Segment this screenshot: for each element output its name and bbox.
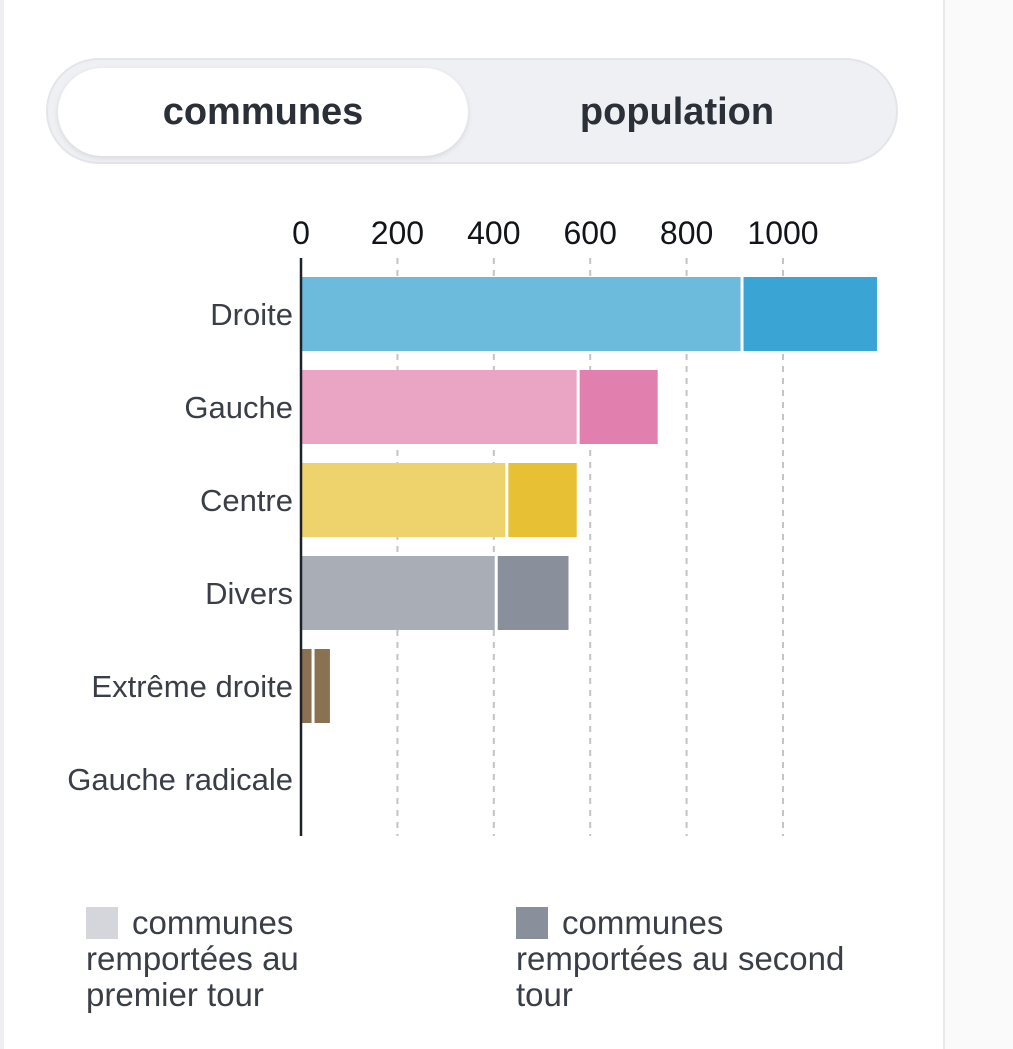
legend-label-second-tour: communes remportées au second tour	[516, 904, 845, 1013]
card-border-right	[943, 0, 945, 1049]
bar-second-tour	[496, 556, 569, 630]
category-label: Divers	[205, 576, 293, 611]
bar-premier-tour	[301, 463, 507, 537]
legend-item-premier-tour: communes remportées au premier tour	[86, 905, 416, 1013]
bar-premier-tour	[301, 649, 314, 723]
category-label: Gauche	[184, 390, 293, 425]
bar-premier-tour	[301, 556, 497, 630]
legend-label-premier-tour: communes remportées au premier tour	[86, 904, 299, 1013]
x-tick-label: 0	[292, 215, 310, 251]
bar-premier-tour	[301, 370, 579, 444]
bar-second-tour	[313, 649, 330, 723]
legend-swatch-premier-tour	[86, 907, 118, 939]
x-tick-label: 600	[564, 215, 617, 251]
tab-population[interactable]: population	[579, 90, 775, 133]
x-tick-label: 400	[467, 215, 520, 251]
category-label: Droite	[210, 297, 293, 332]
page-background	[945, 0, 1013, 1049]
x-tick-label: 200	[371, 215, 424, 251]
tab-communes[interactable]: communes	[58, 68, 468, 156]
card-border-left	[0, 0, 4, 1049]
bar-second-tour	[506, 463, 577, 537]
legend-swatch-second-tour	[516, 907, 548, 939]
legend-item-second-tour: communes remportées au second tour	[516, 905, 846, 1013]
bar-second-tour	[742, 277, 877, 351]
bar-chart: 0 200 400 600 800 1000 Droite Gauche Centre Diver…	[67, 215, 877, 836]
category-label: Centre	[200, 483, 293, 518]
x-tick-label: 1000	[747, 215, 818, 251]
category-label: Gauche radicale	[67, 762, 293, 797]
view-toggle: communes population	[46, 58, 898, 164]
x-tick-label: 800	[660, 215, 713, 251]
bar-second-tour	[578, 370, 658, 444]
bar-premier-tour	[301, 277, 743, 351]
category-label: Extrême droite	[91, 669, 293, 704]
